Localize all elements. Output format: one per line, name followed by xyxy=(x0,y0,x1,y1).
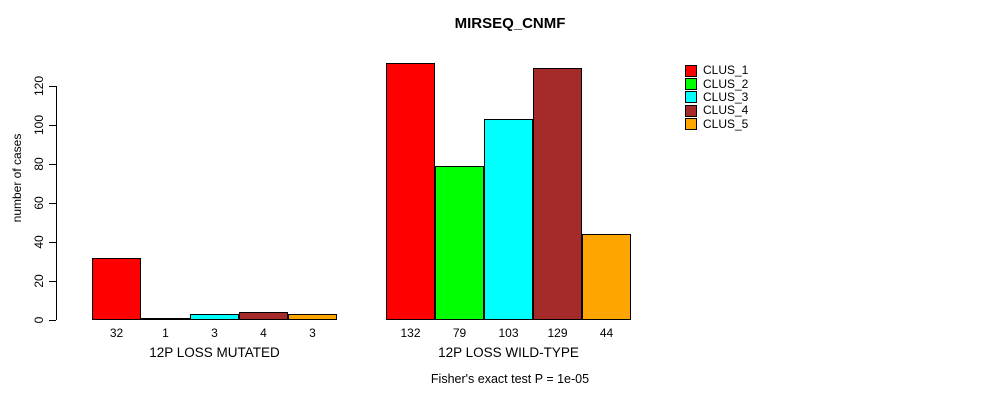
y-axis-tick xyxy=(49,86,56,87)
y-axis-line xyxy=(56,86,57,320)
bar-clus_5-group-1 xyxy=(582,234,631,320)
legend-entry-clus_3: CLUS_3 xyxy=(685,89,749,104)
bar-value-label: 44 xyxy=(599,326,614,340)
legend-label: CLUS_4 xyxy=(703,103,749,118)
bar-clus_4-group-1 xyxy=(533,68,582,320)
group-label: 12P LOSS MUTATED xyxy=(149,345,280,360)
bar-clus_4-group-0 xyxy=(239,312,288,320)
y-axis-tick xyxy=(49,281,56,282)
legend-entry-clus_1: CLUS_1 xyxy=(685,64,748,77)
y-axis-tick-label: 80 xyxy=(32,157,46,171)
y-axis-tick-label: 60 xyxy=(32,196,46,210)
bar-clus_3-group-0 xyxy=(190,314,239,320)
bar-clus_5-group-0 xyxy=(288,314,337,320)
legend-entry-clus_5: CLUS_5 xyxy=(685,116,749,131)
legend-entry-clus_2: CLUS_2 xyxy=(685,76,749,91)
bar-clus_1-group-1 xyxy=(386,62,435,320)
y-axis-tick xyxy=(49,164,56,165)
y-axis-tick xyxy=(49,125,56,126)
legend-entry-clus_4: CLUS_4 xyxy=(685,104,748,117)
bar-clus_2-group-1 xyxy=(435,165,484,320)
group-label: 12P LOSS WILD-TYPE xyxy=(438,345,579,360)
legend-label: CLUS_5 xyxy=(703,116,749,131)
bar-clus_2-group-0 xyxy=(141,318,190,320)
legend-swatch-clus_1 xyxy=(685,64,697,77)
legend-swatch-clus_3 xyxy=(685,91,697,104)
legend-swatch-clus_4 xyxy=(685,104,697,117)
y-axis-tick-label: 100 xyxy=(32,114,46,136)
y-axis-tick xyxy=(49,242,56,243)
bar-value-label: 3 xyxy=(309,326,316,340)
legend-swatch-clus_5 xyxy=(685,118,697,131)
bar-value-label: 129 xyxy=(547,326,568,340)
y-axis-tick-label: 0 xyxy=(32,316,46,324)
bar-value-label: 103 xyxy=(498,326,519,340)
legend-swatch-clus_2 xyxy=(685,78,697,91)
chart-title: MIRSEQ_CNMF xyxy=(454,15,566,32)
y-axis-tick-label: 40 xyxy=(32,235,46,249)
bar-clus_1-group-0 xyxy=(92,257,141,320)
legend-label: CLUS_2 xyxy=(703,76,749,91)
y-axis-tick xyxy=(49,320,56,321)
bar-value-label: 1 xyxy=(162,326,169,340)
bar-value-label: 132 xyxy=(400,326,421,340)
bar-value-label: 3 xyxy=(211,326,218,340)
bar-value-label: 32 xyxy=(109,326,124,340)
bar-value-label: 79 xyxy=(452,326,467,340)
y-axis-tick xyxy=(49,203,56,204)
subtitle-fisher-test: Fisher's exact test P = 1e-05 xyxy=(430,372,590,386)
bar-value-label: 4 xyxy=(260,326,267,340)
legend: CLUS_1 CLUS_2 CLUS_3 CLUS_4 CLUS_5 xyxy=(685,64,748,131)
legend-label: CLUS_3 xyxy=(703,89,749,104)
legend-label: CLUS_1 xyxy=(703,63,749,78)
y-axis-tick-label: 120 xyxy=(32,75,46,97)
y-axis-tick-label: 20 xyxy=(32,274,46,288)
bar-clus_3-group-1 xyxy=(484,119,533,320)
